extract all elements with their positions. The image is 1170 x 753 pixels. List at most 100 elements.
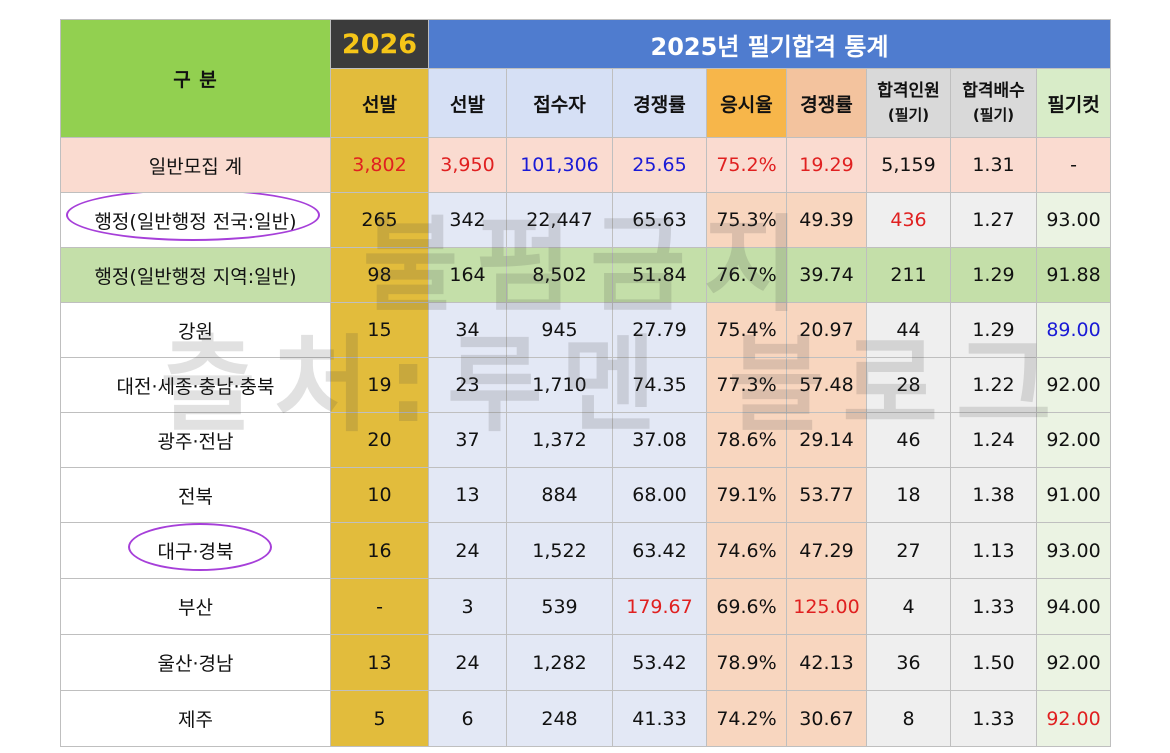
cell-actual-competition: 20.97 — [786, 302, 867, 358]
cell-passers: 44 — [866, 302, 951, 358]
header-col-applicants: 접수자 — [506, 68, 613, 138]
cell-competition: 179.67 — [612, 578, 707, 635]
cell-attendance-rate: 75.3% — [706, 192, 787, 248]
cell-sel-2025: 24 — [428, 522, 507, 579]
cell-actual-competition: 53.77 — [786, 467, 867, 523]
cell-applicants: 539 — [506, 578, 613, 635]
cell-actual-competition: 49.39 — [786, 192, 867, 248]
cell-sel-2025: 37 — [428, 412, 507, 468]
cell-sel-2025: 24 — [428, 634, 507, 691]
header-col-selection: 선발 — [428, 68, 507, 138]
cell-cutoff: 92.00 — [1035, 690, 1112, 747]
cell-actual-competition: 19.29 — [786, 137, 867, 193]
row-label: 일반모집 계 — [148, 155, 243, 178]
row-label: 전북 — [178, 485, 213, 508]
row-label-cell: 강원 — [60, 302, 331, 358]
table-row: 일반모집 계 3,802 3,950 101,306 25.65 75.2% 19.29 5,… — [60, 137, 1112, 193]
cell-competition: 41.33 — [612, 690, 707, 747]
cell-pass-multiple: 1.29 — [950, 302, 1037, 358]
cell-applicants: 945 — [506, 302, 613, 358]
cell-passers: 18 — [866, 467, 951, 523]
table-row: 강원 15 34 945 27.79 75.4% 20.97 44 1.29 89.00 — [60, 302, 1112, 358]
cell-passers: 8 — [866, 690, 951, 747]
header-col-passers-main: 합격인원 — [877, 81, 940, 101]
cell-applicants: 884 — [506, 467, 613, 523]
cell-competition: 51.84 — [612, 247, 707, 303]
row-label: 대전·세종·충남·충북 — [116, 375, 275, 398]
header-row-1: 구 분 2026 2025년 필기합격 통계 — [60, 19, 1112, 138]
cell-sel-2026: 98 — [330, 247, 429, 303]
row-label: 행정(일반행정 지역:일반) — [94, 265, 297, 288]
row-label: 광주·전남 — [157, 430, 234, 453]
cell-actual-competition: 47.29 — [786, 522, 867, 579]
cell-sel-2026: 19 — [330, 357, 429, 413]
row-label-cell: 일반모집 계 — [60, 137, 331, 193]
cell-actual-competition: 57.48 — [786, 357, 867, 413]
header-col-competition: 경쟁률 — [612, 68, 707, 138]
cell-passers: 27 — [866, 522, 951, 579]
cell-sel-2026: 10 — [330, 467, 429, 523]
cell-cutoff: 89.00 — [1035, 302, 1112, 358]
header-col-passers: 합격인원 (필기) — [866, 68, 951, 138]
cell-attendance-rate: 78.6% — [706, 412, 787, 468]
cell-sel-2026: 13 — [330, 634, 429, 691]
cell-sel-2026: 265 — [330, 192, 429, 248]
cell-applicants: 101,306 — [506, 137, 613, 193]
cell-sel-2025: 3 — [428, 578, 507, 635]
cell-applicants: 248 — [506, 690, 613, 747]
cell-pass-multiple: 1.24 — [950, 412, 1037, 468]
cell-attendance-rate: 77.3% — [706, 357, 787, 413]
cell-applicants: 22,447 — [506, 192, 613, 248]
cell-cutoff: 94.00 — [1035, 578, 1112, 635]
table-row: 광주·전남 20 37 1,372 37.08 78.6% 29.14 46 1.24 92.00 — [60, 412, 1112, 468]
cell-applicants: 1,372 — [506, 412, 613, 468]
cell-attendance-rate: 75.2% — [706, 137, 787, 193]
header-col-pass-multiple-main: 합격배수 — [962, 81, 1025, 101]
row-label: 행정(일반행정 전국:일반) — [66, 193, 321, 241]
cell-attendance-rate: 76.7% — [706, 247, 787, 303]
header-col-pass-multiple: 합격배수 (필기) — [950, 68, 1037, 138]
cell-sel-2026: 20 — [330, 412, 429, 468]
cell-cutoff: 91.88 — [1035, 247, 1112, 303]
header-col-cutoff: 필기컷 — [1035, 68, 1112, 138]
cell-actual-competition: 30.67 — [786, 690, 867, 747]
row-label: 울산·경남 — [157, 653, 234, 675]
cell-attendance-rate: 79.1% — [706, 467, 787, 523]
table-row: 전북 10 13 884 68.00 79.1% 53.77 18 1.38 91.00 — [60, 467, 1112, 523]
cell-sel-2025: 23 — [428, 357, 507, 413]
cell-cutoff: 92.00 — [1035, 412, 1112, 468]
cell-passers: 4 — [866, 578, 951, 635]
row-label: 강원 — [178, 320, 213, 343]
table-row: 행정(일반행정 지역:일반) 98 164 8,502 51.84 76.7% 39.74 2… — [60, 247, 1112, 303]
cell-sel-2026: - — [330, 578, 429, 635]
cell-applicants: 8,502 — [506, 247, 613, 303]
cell-sel-2026: 15 — [330, 302, 429, 358]
table-row: 행정(일반행정 전국:일반) 265 342 22,447 65.63 75.3% 49.3… — [60, 192, 1112, 248]
cell-sel-2026: 16 — [330, 522, 429, 579]
cell-passers: 46 — [866, 412, 951, 468]
table-row: 울산·경남 13 24 1,282 53.42 78.9% 42.13 36 1.50 92.00 — [60, 634, 1112, 691]
cell-pass-multiple: 1.33 — [950, 690, 1037, 747]
cell-attendance-rate: 74.2% — [706, 690, 787, 747]
header-gubun: 구 분 — [60, 19, 331, 138]
header-row-2: 선발 선발 접수자 경쟁률 응시율 경쟁률 합격인원 (필기) 합격배수 (필기… — [61, 68, 1112, 138]
cell-pass-multiple: 1.29 — [950, 247, 1037, 303]
cell-competition: 68.00 — [612, 467, 707, 523]
row-label-cell: 대전·세종·충남·충북 — [60, 357, 331, 413]
cell-cutoff: - — [1035, 137, 1112, 193]
table-row: 대전·세종·충남·충북 19 23 1,710 74.35 77.3% 57.48 28 1.2… — [60, 357, 1112, 413]
header-col-actual-competition: 경쟁률 — [786, 68, 867, 138]
cell-sel-2026: 5 — [330, 690, 429, 747]
cell-attendance-rate: 75.4% — [706, 302, 787, 358]
cell-actual-competition: 39.74 — [786, 247, 867, 303]
cell-competition: 63.42 — [612, 522, 707, 579]
table-row: 부산 -3 539 179.67 69.6% 125.00 4 1.33 94.00 — [60, 578, 1112, 635]
highlight-circle — [66, 193, 321, 241]
row-label-cell: 행정(일반행정 지역:일반) — [60, 247, 331, 303]
header-col-passers-sub: (필기) — [887, 106, 930, 124]
cell-pass-multiple: 1.13 — [950, 522, 1037, 579]
cell-cutoff: 92.00 — [1035, 634, 1112, 691]
cell-cutoff: 92.00 — [1035, 357, 1112, 413]
row-label-cell: 전북 — [60, 467, 331, 523]
cell-cutoff: 93.00 — [1035, 192, 1112, 248]
